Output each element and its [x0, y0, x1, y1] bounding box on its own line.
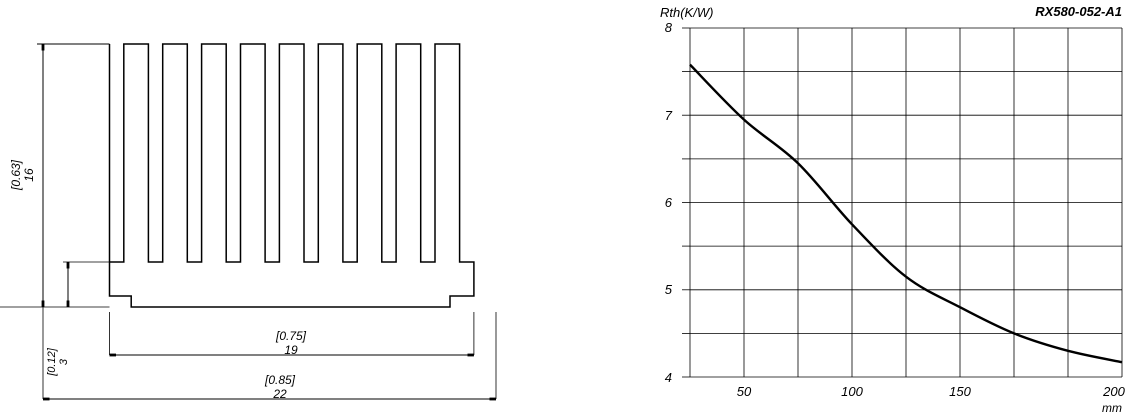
svg-text:[0.75]: [0.75]	[275, 329, 307, 343]
svg-text:150: 150	[949, 384, 971, 399]
svg-text:3: 3	[58, 358, 70, 365]
svg-text:6: 6	[665, 195, 673, 210]
svg-text:4: 4	[665, 370, 672, 385]
svg-text:[0.12]: [0.12]	[46, 347, 58, 376]
svg-text:200: 200	[1102, 384, 1125, 399]
svg-text:8: 8	[665, 20, 673, 35]
svg-text:19: 19	[284, 343, 298, 357]
svg-text:50: 50	[737, 384, 752, 399]
svg-text:RX580-052-A1: RX580-052-A1	[1035, 4, 1122, 19]
svg-text:[0.63]: [0.63]	[9, 159, 23, 191]
svg-text:mm: mm	[1102, 401, 1122, 415]
svg-text:100: 100	[841, 384, 863, 399]
svg-text:5: 5	[665, 282, 673, 297]
svg-text:[0.85]: [0.85]	[264, 373, 296, 387]
svg-text:22: 22	[272, 387, 287, 401]
svg-text:16: 16	[22, 168, 36, 182]
svg-text:7: 7	[665, 108, 673, 123]
svg-text:Rth(K/W): Rth(K/W)	[660, 5, 713, 20]
